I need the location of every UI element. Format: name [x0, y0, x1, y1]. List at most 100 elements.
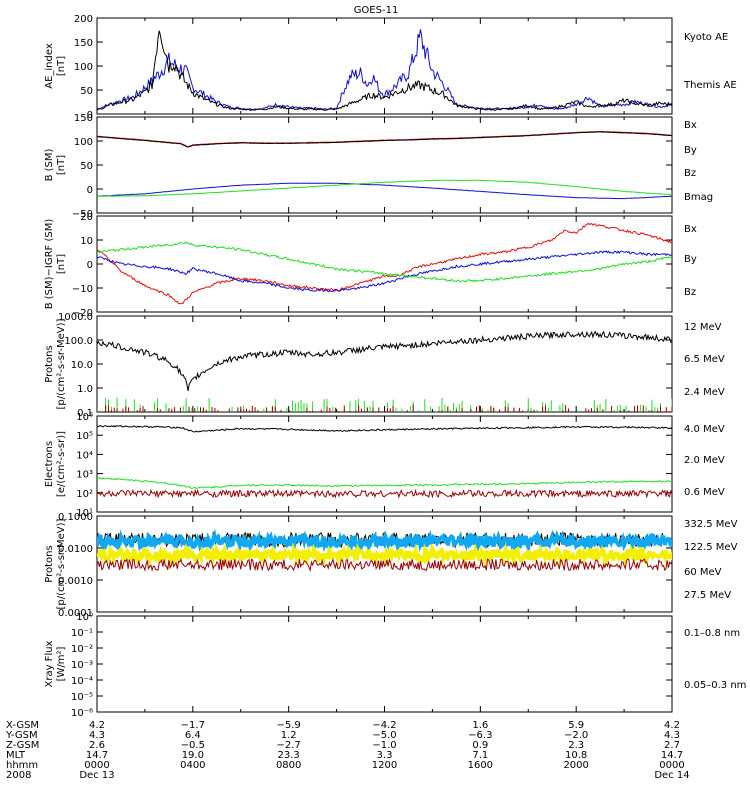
footer-value: 14.7	[86, 750, 108, 761]
legend-entry: 332.5 MeV	[684, 519, 738, 530]
series-bx	[97, 182, 672, 200]
y-tick-label: 100.0	[64, 336, 93, 347]
footer-value: 4.3	[664, 730, 680, 741]
footer-value: 14.7	[661, 750, 683, 761]
footer-value: −1.7	[181, 720, 205, 731]
footer-value: 4.3	[89, 730, 105, 741]
footer-value: −5.9	[277, 720, 301, 731]
legend-entry: 12 MeV	[684, 322, 722, 333]
legend-entry: 2.0 MeV	[684, 455, 725, 466]
footer-value: 1200	[372, 760, 397, 771]
y-tick-label: 10²	[76, 489, 93, 500]
footer-value: 1.2	[281, 730, 297, 741]
y-tick-label: 10⁶	[76, 412, 93, 423]
footer-value: −5.0	[372, 730, 396, 741]
footer-value: 4.2	[89, 720, 105, 731]
series-bx	[97, 250, 672, 293]
footer-value: 1600	[468, 760, 493, 771]
series-122-5-mev	[97, 541, 672, 569]
panel-bigrf: 20 10 0 −10 −20 B (SM)−IGRF (SM) [nT] Bx By Bz	[44, 212, 697, 319]
y-tick-label: 0.1000	[58, 512, 93, 523]
footer-value: 0400	[180, 760, 205, 771]
panel-frame	[96, 215, 673, 313]
y-axis-label: Xray Flux	[44, 640, 55, 687]
panel-bsm: 150 100 50 0 −50 B (SM) [nT] Bx By Bz Bmag	[44, 113, 713, 220]
panel-protons_low: 1000.0 100.0 10.0 1.0 0.1 Protons [p/(cm²-s-sr…	[44, 312, 725, 419]
series-group	[97, 29, 672, 111]
footer-row-label: MLT	[6, 750, 26, 761]
y-axis-label: Protons	[44, 545, 55, 582]
legend-entry: Themis AE	[683, 80, 737, 91]
y-tick-label: 1000.0	[58, 312, 93, 323]
y-axis-label: [nT]	[56, 56, 67, 76]
y-tick-label: 50	[80, 86, 93, 97]
footer-value: 2.6	[89, 740, 105, 751]
y-axis-label: [nT]	[56, 254, 67, 274]
panel-frame	[96, 315, 673, 413]
y-axis-label: Electrons	[44, 441, 55, 487]
panel-ae: 200 150 100 50 0 AE_index [nT] Kyoto AE Themis A…	[44, 14, 737, 121]
y-axis-label: B (SM)	[44, 148, 55, 181]
series-group	[97, 222, 672, 305]
series-2-4-mev	[97, 330, 672, 391]
y-tick-label: 10⁻⁶	[71, 708, 93, 719]
legend-entry: 6.5 MeV	[684, 354, 725, 365]
footer-value: 0000	[84, 760, 109, 771]
legend-entry: By	[684, 254, 697, 265]
panel-electrons: 10⁶ 10⁵ 10⁴ 10³ 10² 10¹ Electrons [e/(cm²-s-sr)…	[44, 412, 725, 519]
y-tick-label: 150	[74, 38, 93, 49]
footer-value: 0.9	[472, 740, 488, 751]
y-tick-label: 0.0100	[58, 544, 93, 555]
y-tick-label: 10⁻³	[71, 660, 93, 671]
y-axis-label: [nT]	[56, 155, 67, 175]
footer-row-label: 2008	[6, 770, 31, 781]
legend-entry: Bx	[684, 224, 697, 235]
y-tick-label: 150	[74, 113, 93, 124]
y-axis-label: B (SM)−IGRF (SM)	[44, 219, 55, 310]
footer-row-label: Z-GSM	[6, 740, 39, 751]
footer-value: 1.6	[472, 720, 488, 731]
footer-row-label: X-GSM	[6, 720, 39, 731]
legend-entry: Bz	[684, 287, 696, 298]
series-kyoto-ae	[97, 29, 672, 111]
footer-value: −0.5	[181, 740, 205, 751]
series-332-5-mev	[97, 557, 672, 573]
legend-entry: 4.0 MeV	[684, 424, 725, 435]
y-tick-label: 10¹	[76, 508, 93, 519]
y-tick-label: 50	[80, 161, 93, 172]
footer-value: −2.7	[277, 740, 301, 751]
y-axis-label: [p/(cm²-s-sr-MeV)]	[56, 318, 67, 409]
panel-frame	[96, 615, 673, 713]
footer-row-label: Y-GSM	[5, 730, 38, 741]
series-4-0-mev	[97, 488, 672, 499]
y-tick-label: −10	[72, 284, 93, 295]
footer-value: −4.2	[372, 720, 396, 731]
chart-title: GOES-11	[354, 5, 399, 16]
y-tick-label: 200	[74, 14, 93, 25]
y-axis-label: [p/(cm²-s-sr-MeV)]	[56, 518, 67, 609]
series-group	[97, 424, 672, 499]
footer-value: 7.1	[472, 750, 488, 761]
footer-value: 2.3	[568, 740, 584, 751]
y-axis-label: Protons	[44, 345, 55, 382]
legend-entry: 0.1–0.8 nm	[684, 628, 740, 639]
series-group	[97, 330, 672, 412]
footer-value: 5.9	[568, 720, 584, 731]
series-by	[97, 179, 672, 197]
series-60-mev	[97, 528, 672, 555]
footer-value: 2000	[563, 760, 588, 771]
y-tick-label: 100	[74, 137, 93, 148]
legend-entry: Bmag	[684, 192, 713, 203]
y-tick-label: 0	[87, 260, 93, 271]
y-tick-label: 10⁻¹	[71, 628, 93, 639]
y-tick-label: −50	[72, 209, 93, 220]
panel-protons_high: 0.1000 0.0100 0.0010 0.0001 Protons [p/(cm²-s…	[44, 512, 738, 619]
legend-entry: 60 MeV	[684, 567, 722, 578]
y-axis-label: [W/m²]	[56, 646, 67, 681]
y-tick-label: 0	[87, 110, 93, 121]
series-6-5-mev	[99, 397, 672, 412]
footer-value: 23.3	[278, 750, 300, 761]
y-tick-label: 1.0	[77, 384, 93, 395]
legend-entry: By	[684, 145, 697, 156]
y-tick-label: 100	[74, 62, 93, 73]
